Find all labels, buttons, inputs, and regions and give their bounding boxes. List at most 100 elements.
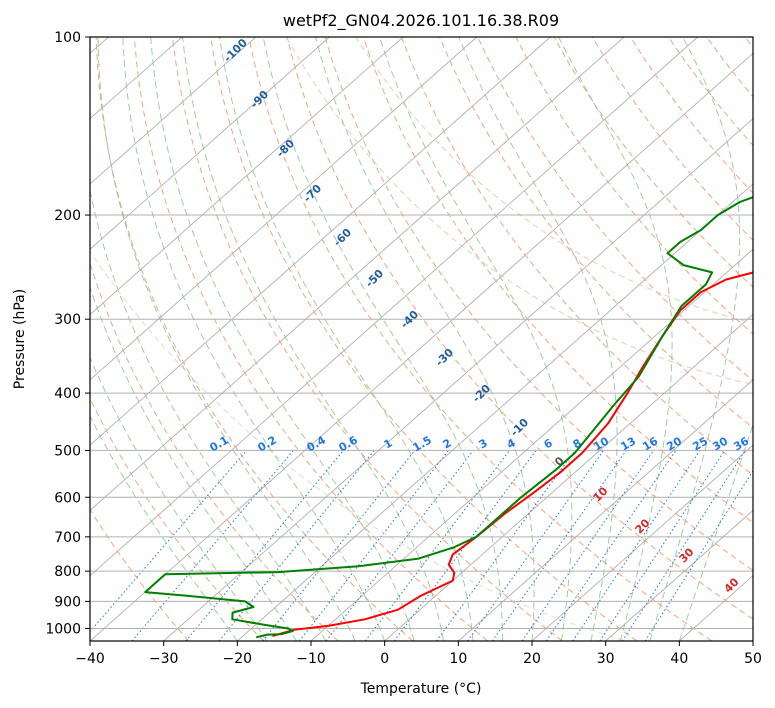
dry-adiabat-line <box>706 37 753 98</box>
y-tick-label: 1000 <box>45 621 81 637</box>
mixing-ratio-label: 2 <box>441 436 454 451</box>
isotherm-line <box>90 37 404 316</box>
moist-adiabat-line <box>379 37 573 641</box>
mixing-ratio-line <box>90 450 247 633</box>
dry-adiabat-line <box>90 508 190 641</box>
dry-adiabat-label: -30 <box>433 346 456 369</box>
x-tick-label: 30 <box>597 651 615 667</box>
isotherm-line <box>90 37 478 381</box>
chart-title: wetPf2_GN04.2026.101.16.38.R09 <box>283 11 559 31</box>
y-tick-label: 100 <box>54 30 81 46</box>
moist-adiabat-line <box>262 37 503 641</box>
y-tick-label: 800 <box>54 564 81 580</box>
mixing-ratio-label: 1.5 <box>411 433 434 454</box>
mixing-ratio-line <box>644 469 753 641</box>
dry-adiabat-label: -20 <box>470 382 493 405</box>
moist-adiabat-line <box>90 285 297 641</box>
moist-adiabat-line <box>649 37 741 641</box>
mixing-ratio-label: 0.1 <box>208 433 231 454</box>
mixing-ratio-line <box>621 450 746 641</box>
x-tick-label: 40 <box>670 651 688 667</box>
isotherm-line <box>531 444 753 641</box>
moist-adiabat-line <box>90 187 327 641</box>
dry-adiabat-line <box>515 37 753 335</box>
x-axis-title: Temperature (°C) <box>360 681 482 697</box>
temperature-profile-line <box>272 271 753 638</box>
isotherm-line <box>679 575 753 641</box>
y-tick-label: 700 <box>54 530 81 546</box>
mixing-ratio-line <box>491 450 627 641</box>
moist-adiabat-line <box>182 37 445 641</box>
background-arc-line <box>355 37 753 324</box>
mixing-ratio-line <box>572 450 701 641</box>
background-arc-line <box>90 250 630 641</box>
dry-adiabat-label: -60 <box>331 226 354 249</box>
moist-adiabat-line <box>678 423 753 641</box>
isotherm-line <box>90 52 753 641</box>
x-tick-label: −10 <box>296 651 326 667</box>
profile-lines <box>144 196 753 639</box>
dry-adiabat-line <box>553 37 753 288</box>
background-arc-line <box>285 37 753 385</box>
isotherm-line <box>458 379 753 641</box>
dry-adiabat-line <box>477 37 753 382</box>
dry-adiabat-label: -70 <box>301 182 324 205</box>
dry-adiabat-line <box>171 37 563 641</box>
moist-adiabat-line <box>558 37 673 641</box>
dry-adiabat-line <box>362 37 753 524</box>
dry-adiabat-line <box>248 37 712 641</box>
y-axis-title: Pressure (hPa) <box>12 289 28 389</box>
y-tick-label: 200 <box>54 208 81 224</box>
dry-adiabat-line <box>210 37 638 641</box>
dry-adiabat-label: -100 <box>221 36 250 65</box>
moist-adiabat-line <box>90 414 238 641</box>
axis-ticks: −40 −30 −20 −10 0 10 20 30 40 5010020030040050060… <box>45 30 762 667</box>
plot-frame <box>89 36 754 642</box>
mixing-ratio-line <box>467 450 604 641</box>
dry-adiabat-line <box>744 37 753 49</box>
mixing-ratio-label: 0.4 <box>305 433 329 454</box>
x-tick-label: 0 <box>380 651 389 667</box>
y-tick-label: 300 <box>54 312 81 328</box>
mixing-ratio-line <box>218 450 375 641</box>
isotherm-line <box>163 118 753 641</box>
dry-adiabat-label: -40 <box>398 308 421 331</box>
moist-adiabat-line <box>150 37 415 641</box>
mixing-ratio-line <box>298 450 449 641</box>
moist-adiabat-line <box>122 37 386 641</box>
x-tick-label: 20 <box>523 651 541 667</box>
dry-adiabat-line <box>439 37 753 429</box>
mixing-ratio-line <box>131 450 294 641</box>
mixing-ratio-label: 0.2 <box>256 433 279 454</box>
x-tick-label: 10 <box>449 651 467 667</box>
dry-adiabat-label: -50 <box>363 267 386 290</box>
dry-adiabat-line <box>133 37 488 641</box>
isotherm-line <box>384 313 753 641</box>
isotherm-line <box>90 37 699 577</box>
background-lines <box>90 37 753 641</box>
mixing-ratio-label: 0.6 <box>337 433 361 454</box>
moist-adiabat-line <box>97 37 356 641</box>
isotherm-line <box>237 183 753 641</box>
dry-adiabat-line <box>95 37 414 641</box>
moist-adiabat-line <box>219 37 474 641</box>
x-tick-label: −20 <box>223 651 253 667</box>
x-tick-label: −30 <box>149 651 179 667</box>
isotherm-line <box>90 37 551 446</box>
mixing-ratio-label: 6 <box>542 436 555 451</box>
x-tick-label: −40 <box>75 651 105 667</box>
dry-adiabat-line <box>400 37 753 476</box>
y-tick-label: 500 <box>54 443 81 459</box>
mixing-ratio-line <box>262 450 416 641</box>
dry-adiabat-label: -10 <box>508 416 531 439</box>
dry-adiabat-label: 40 <box>722 575 742 595</box>
moist-adiabat-line <box>315 37 535 641</box>
dry-adiabat-line <box>286 37 753 620</box>
mixing-ratio-line <box>325 450 474 641</box>
y-tick-label: 600 <box>54 490 81 506</box>
mixing-ratio-line <box>521 450 655 641</box>
y-tick-label: 400 <box>54 386 81 402</box>
isotherm-line <box>605 509 753 641</box>
mixing-ratio-label: 1 <box>382 436 395 451</box>
